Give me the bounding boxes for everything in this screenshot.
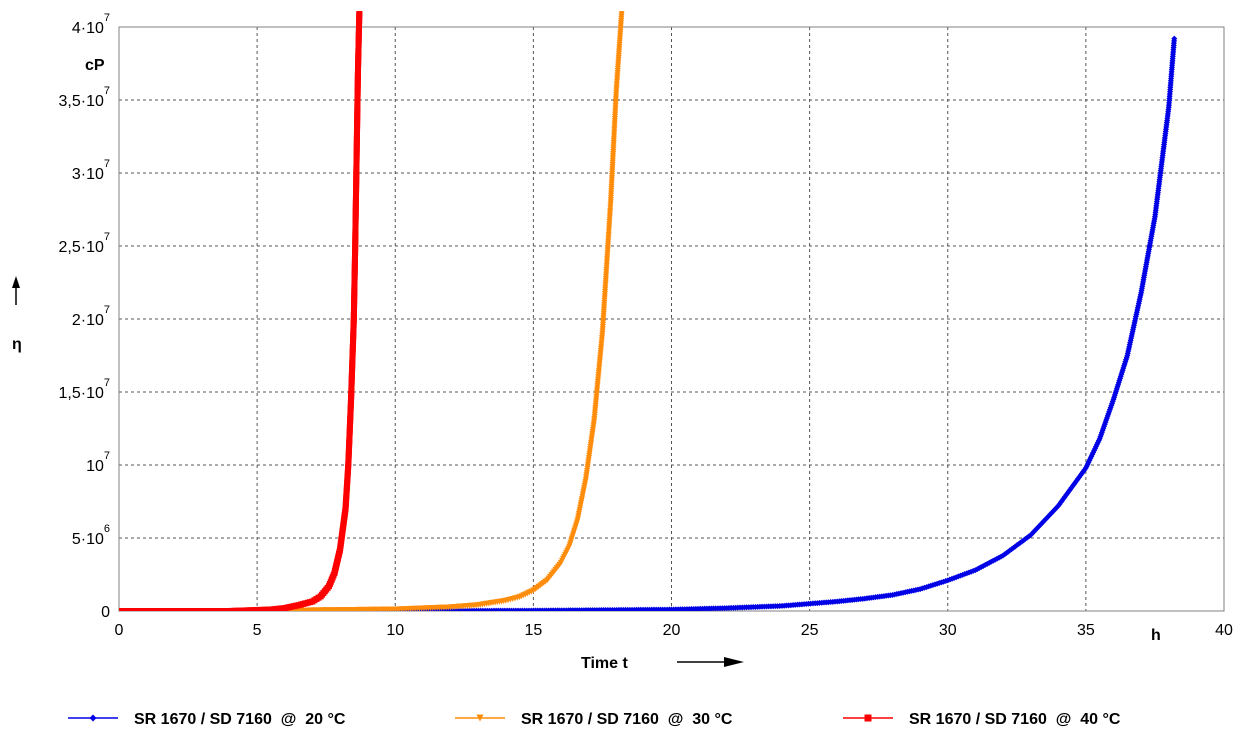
x-tick-label: 20 bbox=[663, 622, 681, 639]
x-tick-label: 5 bbox=[253, 622, 262, 639]
x-tick-label: 15 bbox=[524, 622, 542, 639]
legend-label: SR 1670 / SD 7160 @ 20 °C bbox=[134, 711, 346, 728]
legend-item: SR 1670 / SD 7160 @ 40 °C bbox=[843, 711, 1121, 728]
y-tick-label: 2·107 bbox=[72, 304, 110, 329]
x-tick-label: 25 bbox=[801, 622, 819, 639]
y-tick-label: 2,5·107 bbox=[59, 231, 111, 256]
y-tick-label: 0 bbox=[101, 604, 110, 621]
grid-lines bbox=[119, 27, 1224, 611]
series-layer bbox=[119, 11, 1178, 611]
legend-marker bbox=[476, 714, 484, 722]
y-tick-label: 3,5·107 bbox=[59, 85, 111, 110]
y-axis-unit: cP bbox=[85, 57, 105, 74]
series-point bbox=[356, 11, 363, 16]
series-1-points bbox=[119, 35, 1178, 611]
x-tick-label: 35 bbox=[1077, 622, 1095, 639]
series-point bbox=[619, 11, 624, 16]
x-tick-label: 10 bbox=[386, 622, 404, 639]
y-tick-label: 4·107 bbox=[72, 12, 110, 37]
legend: SR 1670 / SD 7160 @ 20 °C SR 1670 / SD 71… bbox=[68, 711, 1121, 728]
series-3-points bbox=[119, 11, 363, 611]
y-tick-label: 3·107 bbox=[72, 158, 110, 183]
series-point bbox=[1047, 510, 1054, 517]
y-tick-label: 1,5·107 bbox=[59, 377, 111, 402]
y-tick-label: 5·106 bbox=[72, 523, 110, 548]
x-axis-unit: h bbox=[1151, 627, 1161, 644]
x-axis-label: Time t bbox=[581, 655, 629, 672]
y-axis-arrow bbox=[12, 276, 20, 305]
axis-ticks: 0 5 10 15 20 25 30 35 40 0 5·106 107 1,5·107 2·107 2,5… bbox=[59, 12, 1234, 639]
series-point bbox=[1171, 35, 1178, 42]
x-tick-label: 30 bbox=[939, 622, 957, 639]
x-axis-arrow bbox=[677, 657, 744, 667]
legend-label: SR 1670 / SD 7160 @ 40 °C bbox=[909, 711, 1121, 728]
y-axis-label: η bbox=[12, 336, 22, 353]
series-2-points bbox=[119, 11, 625, 611]
legend-item: SR 1670 / SD 7160 @ 20 °C bbox=[68, 711, 346, 728]
legend-item: SR 1670 / SD 7160 @ 30 °C bbox=[455, 711, 733, 728]
x-tick-label: 40 bbox=[1215, 622, 1233, 639]
legend-label: SR 1670 / SD 7160 @ 30 °C bbox=[521, 711, 733, 728]
y-tick-label: 107 bbox=[86, 450, 110, 475]
legend-marker bbox=[89, 714, 97, 722]
legend-marker bbox=[864, 714, 872, 722]
x-tick-label: 0 bbox=[115, 622, 124, 639]
